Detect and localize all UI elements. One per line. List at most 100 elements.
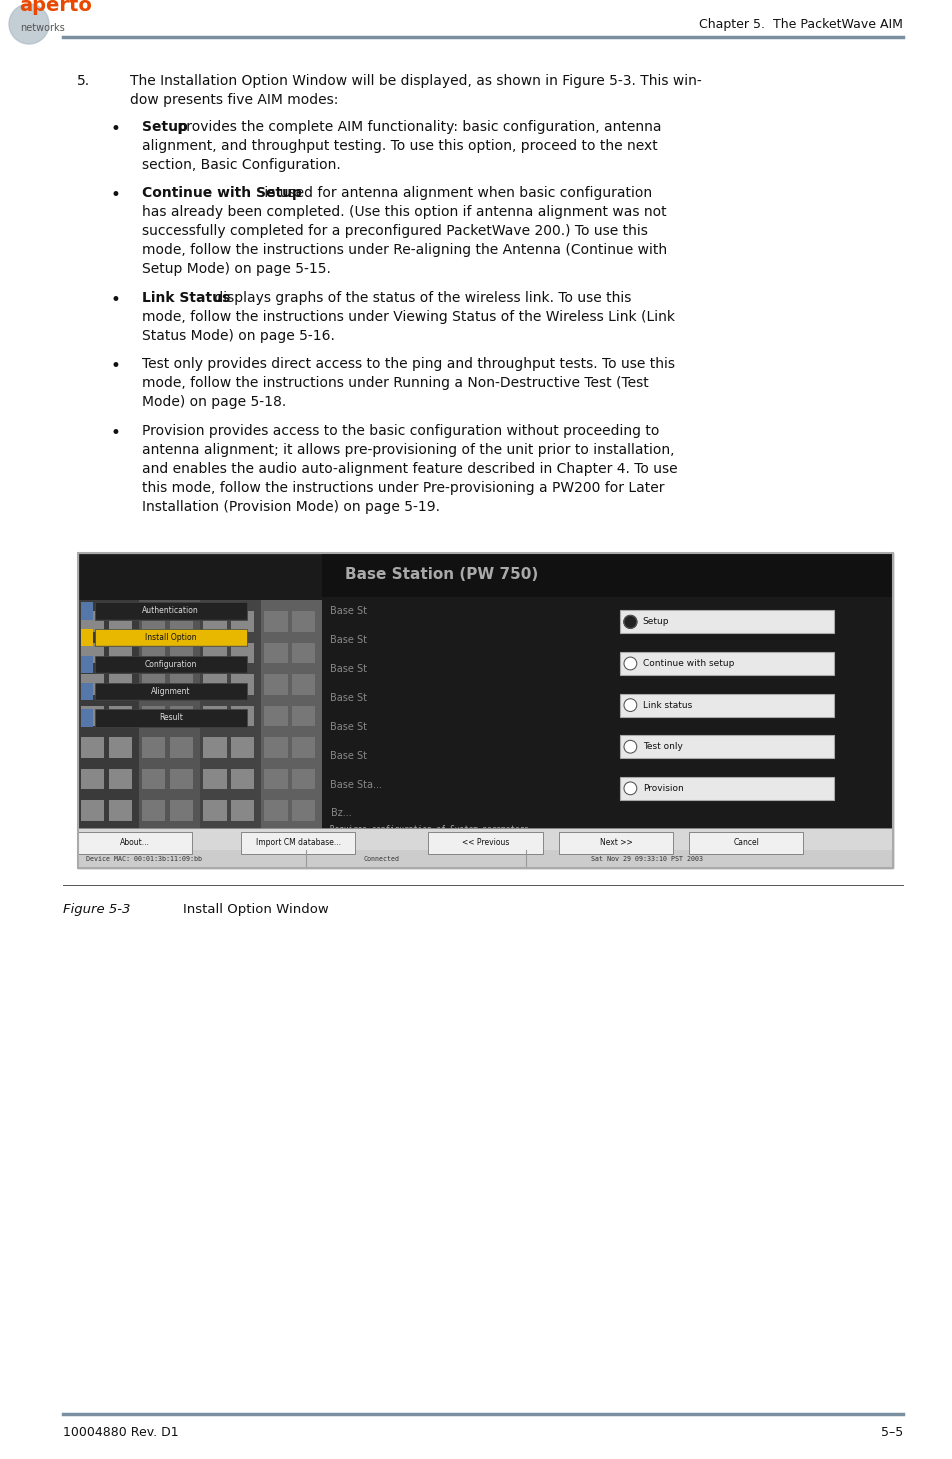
Text: Mode) on page 5-18.: Mode) on page 5-18. xyxy=(142,395,286,409)
Text: has already been completed. (Use this option if antenna alignment was not: has already been completed. (Use this op… xyxy=(142,206,666,219)
Bar xyxy=(291,611,315,632)
Bar xyxy=(169,706,192,727)
Text: mode, follow the instructions under Running a Non-Destructive Test (Test: mode, follow the instructions under Runn… xyxy=(142,376,648,390)
Bar xyxy=(264,769,288,789)
Bar xyxy=(109,642,131,662)
Text: •: • xyxy=(109,357,120,375)
Bar xyxy=(95,655,247,673)
Circle shape xyxy=(624,616,636,629)
Bar xyxy=(95,603,247,620)
Text: The Installation Option Window will be displayed, as shown in Figure 5-3. This w: The Installation Option Window will be d… xyxy=(129,74,701,88)
Bar xyxy=(169,674,192,694)
Text: Import CM database...: Import CM database... xyxy=(255,839,340,848)
Text: alignment, and throughput testing. To use this option, proceed to the next: alignment, and throughput testing. To us… xyxy=(142,139,657,153)
Bar xyxy=(109,737,131,757)
Bar xyxy=(142,769,166,789)
Text: Install Option Window: Install Option Window xyxy=(183,903,328,916)
Text: •: • xyxy=(109,423,120,442)
Text: 5.: 5. xyxy=(77,74,89,88)
Bar xyxy=(264,611,288,632)
Circle shape xyxy=(624,699,636,712)
Bar xyxy=(264,737,288,757)
Text: Base St: Base St xyxy=(330,750,367,760)
Bar xyxy=(264,642,288,662)
Text: mode, follow the instructions under Viewing Status of the Wireless Link (Link: mode, follow the instructions under View… xyxy=(142,309,674,324)
Text: Test only provides direct access to the ping and throughput tests. To use this: Test only provides direct access to the … xyxy=(142,357,674,371)
Bar xyxy=(81,737,104,757)
Text: antenna alignment; it allows pre-provisioning of the unit prior to installation,: antenna alignment; it allows pre-provisi… xyxy=(142,442,674,457)
Bar xyxy=(230,737,254,757)
Bar xyxy=(78,827,892,858)
Text: Alignment: Alignment xyxy=(150,687,190,696)
Bar xyxy=(291,832,315,852)
Text: Connected: Connected xyxy=(363,856,399,862)
Bar xyxy=(81,683,93,700)
Bar xyxy=(78,600,139,868)
Text: section, Basic Configuration.: section, Basic Configuration. xyxy=(142,158,341,172)
Text: Base Sta...: Base Sta... xyxy=(330,779,382,789)
Bar xyxy=(142,737,166,757)
Bar xyxy=(620,735,833,759)
Text: Cancel: Cancel xyxy=(733,839,759,848)
Bar xyxy=(169,737,192,757)
Bar xyxy=(291,706,315,727)
Text: Setup: Setup xyxy=(642,617,668,626)
Bar xyxy=(291,642,315,662)
Bar xyxy=(203,769,227,789)
Text: Test only: Test only xyxy=(642,743,682,751)
Text: Continue with setup: Continue with setup xyxy=(642,659,733,668)
Bar xyxy=(109,800,131,820)
Text: Base Station (PW 750): Base Station (PW 750) xyxy=(345,568,538,582)
Text: •: • xyxy=(109,120,120,137)
Text: mode, follow the instructions under Re-aligning the Antenna (Continue with: mode, follow the instructions under Re-a… xyxy=(142,244,666,257)
Text: Continue with Setup: Continue with Setup xyxy=(142,187,302,200)
Bar xyxy=(203,642,227,662)
Bar xyxy=(81,674,104,694)
Text: Base St: Base St xyxy=(330,693,367,703)
Text: •: • xyxy=(109,187,120,204)
Text: dow presents five AIM modes:: dow presents five AIM modes: xyxy=(129,93,338,107)
Text: aperto: aperto xyxy=(19,0,91,15)
Bar xyxy=(558,832,672,854)
Text: Authentication: Authentication xyxy=(142,607,199,616)
Bar xyxy=(203,611,227,632)
Text: and enables the audio auto-alignment feature described in Chapter 4. To use: and enables the audio auto-alignment fea… xyxy=(142,461,677,476)
Text: networks: networks xyxy=(20,23,65,34)
Bar xyxy=(169,832,192,852)
Text: is used for antenna alignment when basic configuration: is used for antenna alignment when basic… xyxy=(260,187,651,200)
Bar xyxy=(81,706,104,727)
Bar xyxy=(264,706,288,727)
Bar xyxy=(109,832,131,852)
Text: Result: Result xyxy=(159,713,183,722)
Bar xyxy=(264,832,288,852)
Bar xyxy=(95,709,247,727)
Text: Device MAC: 00:01:3b:11:09:bb: Device MAC: 00:01:3b:11:09:bb xyxy=(86,856,202,862)
Text: Link status: Link status xyxy=(642,700,691,709)
Bar xyxy=(142,642,166,662)
Text: Status Mode) on page 5-16.: Status Mode) on page 5-16. xyxy=(142,328,334,343)
Bar xyxy=(203,800,227,820)
Bar xyxy=(142,832,166,852)
Text: 5–5: 5–5 xyxy=(880,1425,902,1439)
Bar xyxy=(291,674,315,694)
Bar xyxy=(78,849,892,868)
Bar xyxy=(169,611,192,632)
Text: Sat Nov 29 09:33:10 PST 2003: Sat Nov 29 09:33:10 PST 2003 xyxy=(591,856,703,862)
Bar xyxy=(78,553,892,868)
Bar xyxy=(620,693,833,716)
Bar xyxy=(169,769,192,789)
Text: About...: About... xyxy=(120,839,149,848)
Text: Base St: Base St xyxy=(330,722,367,732)
Bar xyxy=(142,674,166,694)
Bar xyxy=(203,706,227,727)
Bar xyxy=(81,611,104,632)
Bar xyxy=(81,655,93,673)
Bar xyxy=(620,652,833,676)
Bar xyxy=(139,600,200,868)
Bar xyxy=(620,776,833,800)
Bar xyxy=(203,674,227,694)
Circle shape xyxy=(624,740,636,753)
Bar xyxy=(109,611,131,632)
Bar xyxy=(428,832,542,854)
Text: Install Option: Install Option xyxy=(145,633,196,642)
